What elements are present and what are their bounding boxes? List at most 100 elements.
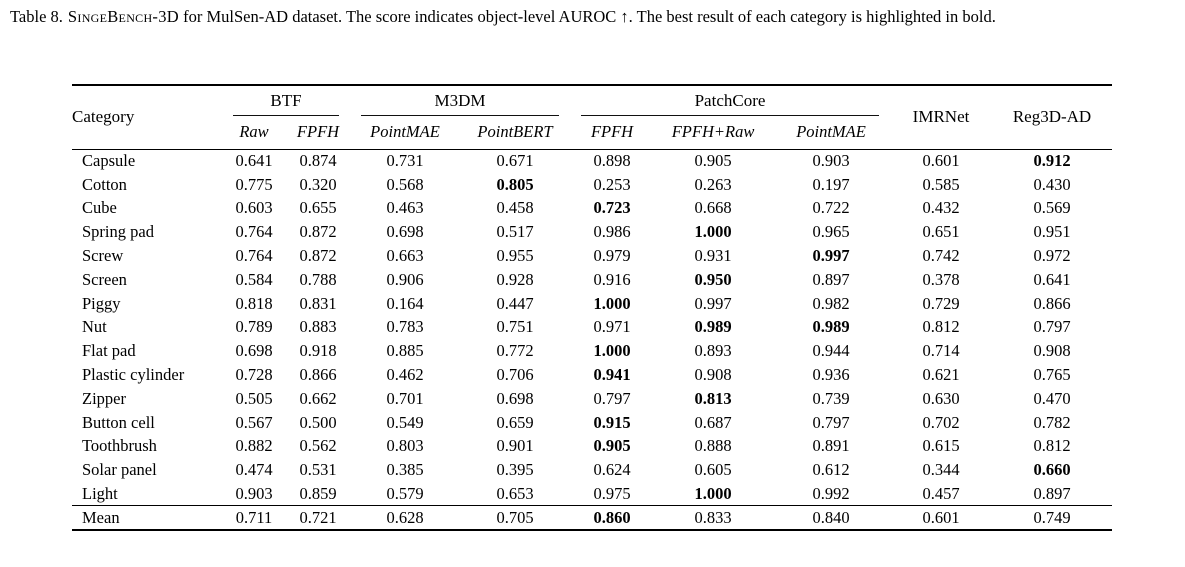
value-cell: 0.458 [496, 198, 534, 218]
value-cell: 0.941 [593, 365, 631, 385]
value-cell: 0.263 [694, 174, 732, 194]
value-cell: 0.997 [812, 246, 850, 266]
value-cell: 0.805 [496, 174, 534, 194]
value-cell: 0.721 [286, 505, 350, 530]
category-cell: Spring pad [82, 222, 154, 242]
value-cell: 0.951 [1033, 222, 1071, 242]
category-cell: Nut [82, 317, 107, 337]
table-row: Flat pad 0.698 0.918 0.885 0.772 1.000 0.893 0.… [72, 339, 1112, 363]
value-cell: 0.531 [299, 460, 337, 480]
value-cell: 0.905 [593, 436, 631, 456]
column-header-category: Category [72, 85, 222, 150]
group-header-btf: BTF [222, 85, 350, 116]
value-cell: 0.702 [922, 412, 960, 432]
sub-header-row: Raw FPFH PointMAE PointBERT FPFH FPFH+Ra… [72, 116, 1112, 150]
value-cell: 0.859 [299, 483, 337, 503]
category-cell: Cube [82, 198, 117, 218]
sub-header-patchcore-pointmae: PointMAE [772, 116, 891, 150]
value-cell: 0.872 [299, 222, 337, 242]
category-cell: Cotton [82, 174, 127, 194]
value-cell: 0.789 [235, 317, 273, 337]
category-cell: Screw [82, 246, 124, 266]
value-cell: 0.906 [386, 269, 424, 289]
value-cell: 0.885 [386, 341, 424, 361]
table-row: Cube 0.603 0.655 0.463 0.458 0.723 0.668 0.722 0… [72, 197, 1112, 221]
value-cell: 0.764 [235, 246, 273, 266]
category-cell: Solar panel [82, 460, 157, 480]
value-cell: 0.698 [235, 341, 273, 361]
sub-header-btf-raw: Raw [222, 116, 286, 150]
value-cell: 0.813 [694, 388, 732, 408]
sub-header-patchcore-fpfh: FPFH [570, 116, 655, 150]
column-header-reg3dad: Reg3D-AD [992, 85, 1113, 150]
value-cell: 0.833 [654, 505, 773, 530]
sub-header-m3dm-pointmae: PointMAE [350, 116, 460, 150]
table-row: Toothbrush 0.882 0.562 0.803 0.901 0.905 0.888… [72, 435, 1112, 459]
value-cell: 0.979 [593, 246, 631, 266]
value-cell: 0.897 [812, 269, 850, 289]
category-cell: Piggy [82, 293, 121, 313]
results-table-body: Capsule 0.641 0.874 0.731 0.671 0.898 0.905 0.9… [72, 149, 1113, 530]
value-cell: 0.698 [496, 388, 534, 408]
value-cell: 0.447 [496, 293, 534, 313]
value-cell: 0.918 [299, 341, 337, 361]
value-cell: 0.615 [922, 436, 960, 456]
value-cell: 0.500 [299, 412, 337, 432]
value-cell: 0.928 [496, 269, 534, 289]
mean-row: Mean 0.711 0.721 0.628 0.705 0.860 0.833 0.840 0… [72, 505, 1113, 530]
value-cell: 0.905 [694, 151, 732, 171]
value-cell: 0.803 [386, 436, 424, 456]
value-cell: 0.916 [593, 269, 631, 289]
value-cell: 0.705 [460, 505, 571, 530]
value-cell: 0.630 [922, 388, 960, 408]
group-header-patchcore: PatchCore [570, 85, 890, 116]
value-cell: 0.660 [1033, 460, 1071, 480]
category-cell: Toothbrush [82, 436, 157, 456]
value-cell: 0.603 [235, 198, 273, 218]
sub-header-patchcore-fpfhraw: FPFH+Raw [654, 116, 773, 150]
value-cell: 0.898 [593, 151, 631, 171]
value-cell: 0.989 [694, 317, 732, 337]
value-cell: 0.378 [922, 269, 960, 289]
value-cell: 0.782 [1033, 412, 1071, 432]
value-cell: 0.624 [593, 460, 631, 480]
value-cell: 0.742 [922, 246, 960, 266]
column-header-imrnet: IMRNet [890, 85, 993, 150]
table-row: Screw 0.764 0.872 0.663 0.955 0.979 0.931 0.997… [72, 244, 1112, 268]
group-header-m3dm: M3DM [350, 85, 570, 116]
value-cell: 0.395 [496, 460, 534, 480]
value-cell: 0.668 [694, 198, 732, 218]
value-cell: 0.982 [812, 293, 850, 313]
sub-header-m3dm-pointbert: PointBERT [460, 116, 571, 150]
value-cell: 0.706 [496, 365, 534, 385]
value-cell: 0.430 [1033, 174, 1071, 194]
value-cell: 0.872 [299, 246, 337, 266]
value-cell: 0.812 [1033, 436, 1071, 456]
category-cell: Light [82, 483, 118, 503]
value-cell: 0.986 [593, 222, 631, 242]
table-row: Button cell 0.567 0.500 0.549 0.659 0.915 0.68… [72, 411, 1112, 435]
value-cell: 0.888 [694, 436, 732, 456]
value-cell: 0.612 [812, 460, 850, 480]
category-cell: Mean [72, 505, 222, 530]
table-row: Piggy 0.818 0.831 0.164 0.447 1.000 0.997 0.982… [72, 292, 1112, 316]
value-cell: 0.908 [694, 365, 732, 385]
value-cell: 0.840 [772, 505, 891, 530]
value-cell: 0.903 [235, 483, 273, 503]
value-cell: 0.463 [386, 198, 424, 218]
sub-header-btf-fpfh: FPFH [286, 116, 350, 150]
value-cell: 0.897 [1033, 483, 1071, 503]
value-cell: 1.000 [593, 293, 631, 313]
value-cell: 0.385 [386, 460, 424, 480]
category-cell: Button cell [82, 412, 155, 432]
value-cell: 0.662 [299, 388, 337, 408]
value-cell: 0.320 [299, 174, 337, 194]
value-cell: 0.739 [812, 388, 850, 408]
value-cell: 0.698 [386, 222, 424, 242]
table-row: Light 0.903 0.859 0.579 0.653 0.975 1.000 0.992… [72, 482, 1112, 506]
results-table: Category BTF M3DM PatchCore IMRNet Reg3D… [72, 84, 1113, 531]
value-cell: 0.788 [299, 269, 337, 289]
value-cell: 0.462 [386, 365, 424, 385]
value-cell: 0.517 [496, 222, 534, 242]
